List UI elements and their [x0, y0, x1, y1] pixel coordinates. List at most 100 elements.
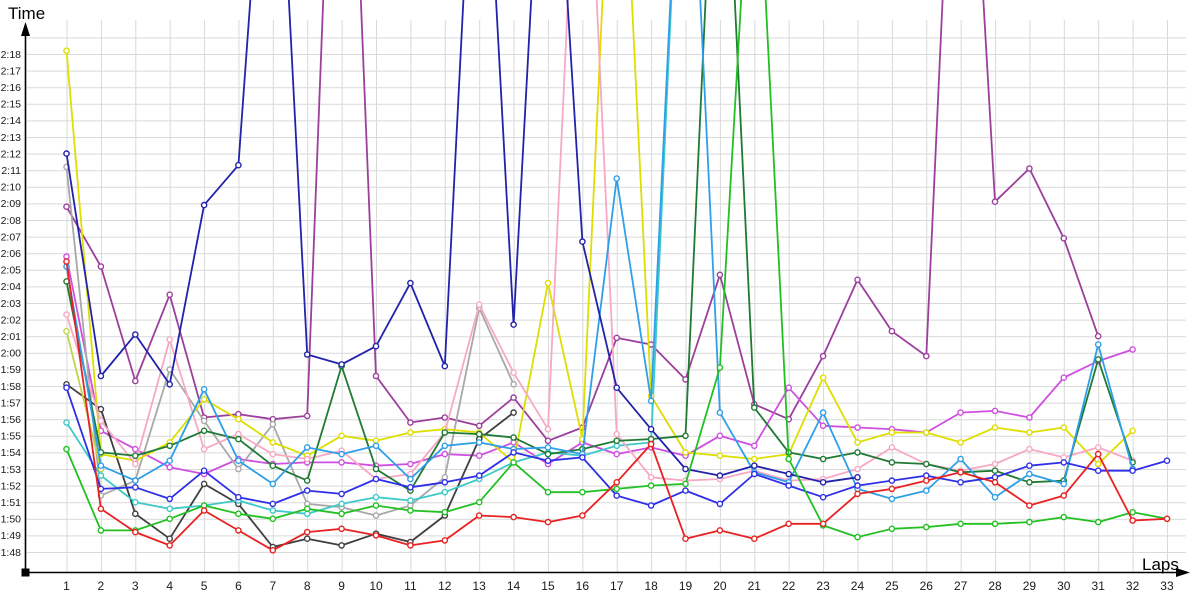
point-darkgreen-lap31: [1094, 356, 1102, 363]
svg-text:2:09: 2:09: [1, 198, 22, 210]
point-red-lap33: [1163, 515, 1171, 523]
point-pink-lap13: [475, 301, 483, 309]
svg-text:19: 19: [679, 579, 693, 593]
point-turquoise-lap2: [97, 472, 105, 479]
point-skyblue-lap27: [957, 455, 964, 463]
point-red-lap26: [923, 477, 930, 484]
point-skyblue-lap28: [991, 493, 999, 501]
svg-text:9: 9: [338, 579, 345, 593]
point-royal-lap17: [613, 492, 621, 499]
point-navy-lap23: [819, 478, 827, 486]
point-green-lap17: [613, 485, 621, 493]
point-magenta-lap9: [338, 459, 345, 466]
point-red-lap24: [854, 490, 861, 498]
point-green-lap4: [166, 515, 173, 523]
point-royal-lap31: [1094, 467, 1102, 475]
point-royal-lap30: [1060, 459, 1068, 466]
svg-text:1:50: 1:50: [1, 514, 22, 526]
point-darkgreen-lap10: [372, 465, 380, 473]
point-red-lap31: [1094, 450, 1102, 458]
point-darkgreen-lap4: [166, 442, 173, 450]
point-red-lap30: [1060, 492, 1068, 499]
point-yellow-lap15: [544, 279, 552, 287]
point-plum-lap11: [407, 419, 414, 426]
point-yellow-lap27: [957, 439, 964, 446]
point-plum-lap14: [510, 394, 517, 401]
point-yellow-lap25: [888, 429, 896, 436]
point-pink-lap29: [1026, 445, 1033, 453]
point-green-lap32: [1129, 508, 1136, 516]
point-royal-lap11: [407, 483, 414, 491]
point-plum-lap3: [131, 377, 139, 385]
point-navy-lap22: [785, 470, 793, 478]
point-magenta-lap13: [475, 452, 483, 460]
point-royal-lap29: [1026, 462, 1033, 470]
point-skyblue-lap29: [1026, 470, 1033, 478]
point-royal-lap7: [269, 500, 277, 508]
point-navy-lap5: [200, 201, 208, 209]
point-navy-lap9: [338, 361, 345, 368]
point-pink-lap5: [200, 445, 208, 453]
point-darkgreen-lap12: [441, 429, 449, 436]
point-navy-lap10: [372, 342, 380, 350]
point-green-lap28: [991, 520, 999, 528]
svg-text:2:13: 2:13: [1, 132, 22, 144]
point-skyblue-lap4: [166, 457, 173, 465]
point-royal-lap9: [338, 490, 345, 498]
point-green-lap15: [544, 488, 552, 496]
point-gray-lap10: [372, 512, 380, 519]
point-skyblue-lap31: [1094, 341, 1102, 348]
series-darkgreen-line: [65, 0, 1134, 492]
point-yellow-lap26: [923, 429, 930, 436]
point-pink-lap31: [1094, 444, 1102, 451]
svg-text:16: 16: [576, 579, 590, 593]
point-royal-lap18: [647, 502, 655, 509]
point-green-lap16: [579, 488, 586, 496]
point-royal-lap1: [63, 384, 70, 392]
svg-text:2:06: 2:06: [1, 248, 22, 260]
point-turquoise-lap12: [441, 488, 449, 496]
point-yellow-lap6: [235, 415, 242, 423]
point-plum-lap23: [819, 352, 827, 360]
point-yellow-lap23: [819, 374, 827, 382]
point-red-lap7: [269, 547, 277, 554]
point-green-lap9: [338, 510, 345, 518]
point-red-lap9: [338, 525, 345, 533]
svg-text:18: 18: [644, 579, 658, 593]
point-red-lap5: [200, 507, 208, 514]
svg-text:2:03: 2:03: [1, 298, 22, 310]
y-axis-arrow-icon: [21, 22, 30, 36]
point-green-lap27: [957, 520, 964, 528]
point-magenta-lap27: [957, 409, 964, 416]
point-plum-lap25: [888, 327, 896, 335]
svg-text:2:11: 2:11: [1, 165, 21, 177]
point-royal-lap15: [544, 457, 552, 465]
point-yellow-lap1: [63, 47, 70, 55]
point-red-lap28: [991, 478, 999, 486]
y-tick-labels: 2:18 2:17 2:16 2:15 2:14 2:13 2:12 2:11 2:10 2:09…: [1, 49, 22, 559]
point-green-lap8: [303, 505, 311, 513]
point-magenta-lap29: [1026, 414, 1033, 421]
point-yellow-lap20: [716, 452, 724, 460]
point-magenta-lap22: [785, 384, 793, 392]
svg-text:2:14: 2:14: [1, 115, 22, 127]
svg-text:5: 5: [201, 579, 208, 593]
svg-text:31: 31: [1092, 579, 1106, 593]
point-red-lap21: [751, 535, 758, 543]
point-red-lap3: [131, 528, 139, 536]
point-pink-lap24: [854, 465, 861, 473]
point-navy-lap18: [647, 425, 655, 433]
svg-text:33: 33: [1160, 579, 1174, 593]
point-skyblue-lap30: [1060, 480, 1068, 488]
point-navy-lap2: [97, 372, 105, 380]
point-red-lap6: [235, 527, 242, 534]
point-yellow-lap19: [682, 449, 689, 456]
point-royal-lap12: [441, 478, 449, 486]
x-axis-title: Laps: [1142, 555, 1179, 574]
point-darkgreen-lap5: [200, 427, 208, 435]
point-plum-lap12: [441, 414, 449, 421]
gridlines: [27, 20, 1186, 572]
point-pink-lap14: [510, 369, 517, 377]
svg-text:6: 6: [235, 579, 242, 593]
